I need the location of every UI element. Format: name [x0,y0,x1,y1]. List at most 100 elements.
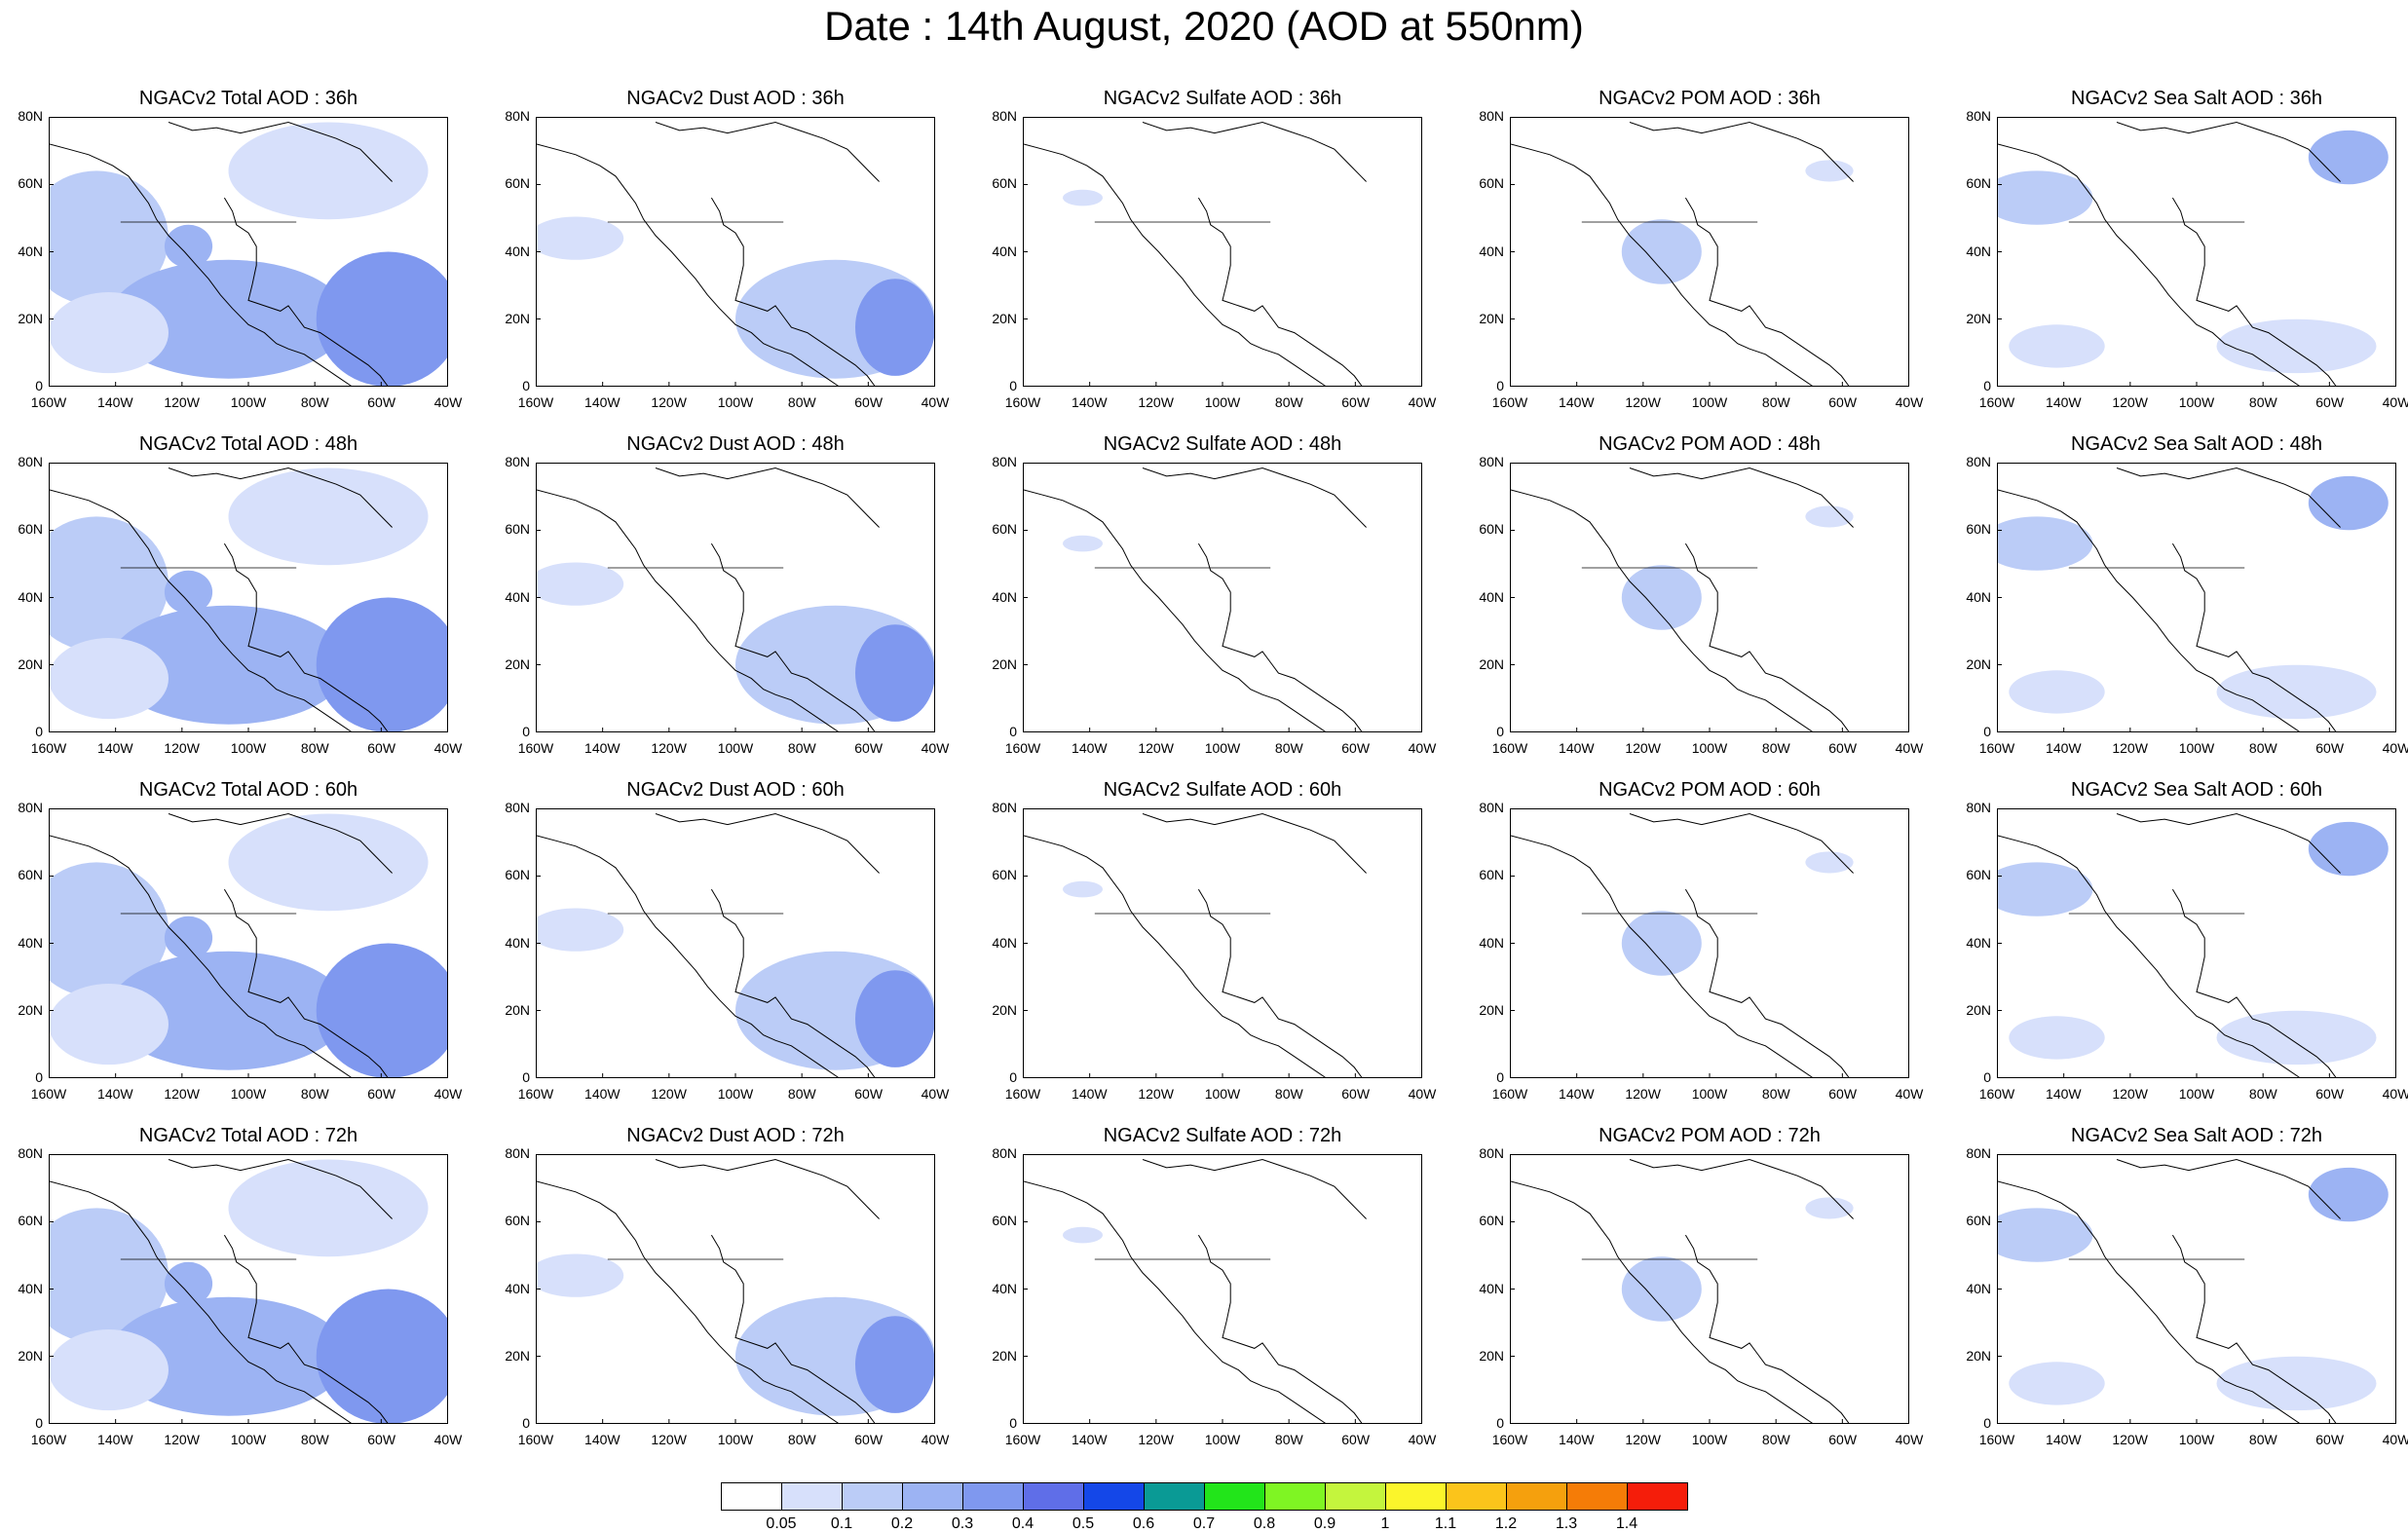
lon-tick-label: 120W [1625,1432,1661,1447]
colorbar-label: 0.8 [1253,1515,1276,1532]
lon-tick-label: 60W [1828,740,1858,756]
aod-field [228,122,429,220]
aod-field [1997,170,2093,225]
lat-tick-label: 40N [992,588,1017,605]
colorbar-label: 0.4 [1011,1515,1035,1532]
map-panel [1510,808,1909,1078]
lat-tick-label: 40N [1479,934,1504,951]
aod-field [228,467,429,566]
colorbar-swatch [1506,1482,1567,1511]
lon-tick-label: 40W [921,1432,950,1447]
coastline [1023,143,1327,387]
lon-tick-label: 40W [1408,740,1437,756]
lat-tick-label: 0 [1983,1415,1991,1431]
lon-tick-label: 160W [517,1432,554,1447]
map-panel [536,808,935,1078]
coastline [1684,1234,1850,1424]
lon-tick-label: 160W [1004,1432,1041,1447]
colorbar-swatch [1446,1482,1507,1511]
aod-field [164,224,213,269]
colorbar-label: 0.5 [1072,1515,1095,1532]
lon-tick-label: 140W [1072,740,1108,756]
panel-title: NGACv2 POM AOD : 36h [1599,88,1821,109]
lon-tick-label: 140W [1559,740,1595,756]
colorbar-label: 0.2 [890,1515,914,1532]
lon-tick-label: 120W [651,394,687,410]
panel-title: NGACv2 Sea Salt AOD : 36h [2071,88,2322,109]
lon-tick-label: 40W [1895,740,1924,756]
coastline [536,143,840,387]
lat-tick-label: 20N [18,1347,43,1364]
lon-tick-label: 160W [1491,1432,1528,1447]
lon-tick-label: 40W [433,1432,463,1447]
lat-tick-label: 80N [505,108,530,124]
coastline [1997,1180,2301,1424]
lon-tick-label: 40W [1408,1432,1437,1447]
lon-tick-label: 100W [1691,1432,1728,1447]
coastline [49,489,353,732]
aod-field [49,170,169,306]
lat-tick-label: 80N [18,800,43,815]
lon-tick-label: 140W [2046,394,2082,410]
lat-tick-label: 40N [992,934,1017,951]
colorbar-label: 0.1 [830,1515,853,1532]
lat-tick-label: 40N [1479,243,1504,259]
panel-title: NGACv2 Sulfate AOD : 72h [1103,1125,1342,1146]
map-panel [1997,463,2396,732]
lon-tick-label: 100W [2178,1086,2215,1102]
panel-title: NGACv2 Dust AOD : 72h [626,1125,845,1146]
lon-tick-label: 60W [2315,1432,2345,1447]
lon-tick-label: 160W [1004,1086,1041,1102]
lat-tick-label: 60N [505,1213,530,1229]
lat-tick-label: 40N [1479,1280,1504,1296]
lon-tick-label: 80W [300,1432,329,1447]
aod-field [2009,1016,2105,1060]
lat-tick-label: 0 [1983,1069,1991,1085]
coastline [168,121,393,182]
panel-title: NGACv2 Total AOD : 72h [138,1125,358,1146]
aod-field [536,1253,624,1297]
lat-tick-label: 80N [1966,454,1991,469]
lat-tick-label: 20N [992,1347,1017,1364]
lon-tick-label: 100W [1691,1086,1728,1102]
lat-tick-label: 80N [505,800,530,815]
lat-tick-label: 60N [18,521,43,538]
aod-field [2216,664,2377,720]
lon-tick-label: 40W [1895,1086,1924,1102]
lat-tick-label: 60N [992,867,1017,883]
map-panel [1023,463,1422,732]
lon-tick-label: 140W [584,1086,621,1102]
coastline [710,197,876,387]
aod-field [2216,1356,2377,1411]
lon-tick-label: 140W [1072,1086,1108,1102]
panel-title: NGACv2 Sulfate AOD : 36h [1103,88,1342,109]
coastline [168,1158,393,1219]
lon-tick-label: 80W [1274,740,1303,756]
lon-tick-label: 160W [1491,1086,1528,1102]
lat-tick-label: 40N [18,934,43,951]
colorbar-label: 1.4 [1615,1515,1638,1532]
lon-tick-label: 80W [787,1432,816,1447]
colorbar-swatch [1204,1482,1265,1511]
aod-field [2009,1362,2105,1405]
lat-tick-label: 60N [1479,867,1504,883]
lat-tick-label: 80N [1966,800,1991,815]
aod-field [2308,1167,2389,1222]
lat-tick-label: 80N [992,800,1017,815]
coastline [49,835,353,1078]
colorbar-swatch [842,1482,903,1511]
lat-tick-label: 0 [1009,1069,1017,1085]
colorbar-swatch [1385,1482,1447,1511]
colorbar-label: 1 [1380,1515,1390,1532]
lat-tick-label: 0 [522,724,530,739]
coastline [1197,888,1363,1078]
lon-tick-label: 160W [517,394,554,410]
coastline [168,812,393,874]
lon-tick-label: 100W [2178,394,2215,410]
lon-tick-label: 40W [433,740,463,756]
lon-tick-label: 80W [787,1086,816,1102]
lat-tick-label: 20N [992,655,1017,672]
lon-tick-label: 120W [651,740,687,756]
map-frame [1510,463,1909,732]
coastline [1684,888,1850,1078]
